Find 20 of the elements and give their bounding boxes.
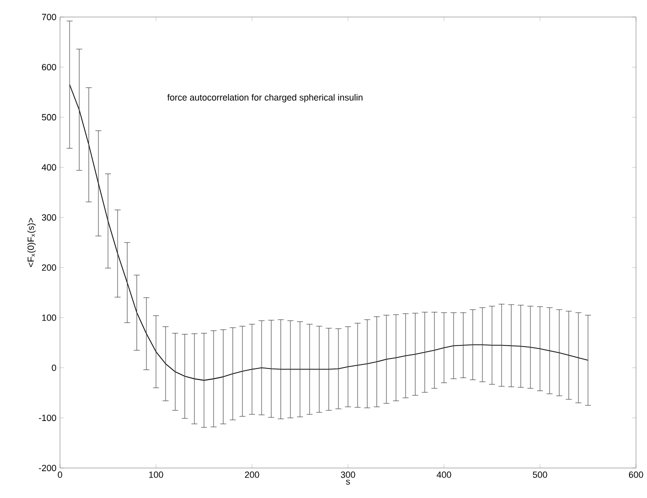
- x-axis-title: s: [346, 480, 350, 485]
- y-tick-label: 100: [42, 314, 56, 321]
- x-tick-label: 0: [58, 472, 62, 478]
- y-tick-label: -200: [38, 464, 56, 472]
- y-tick-label: 500: [42, 114, 56, 120]
- y-tick-label: 700: [42, 14, 56, 20]
- y-tick-label: 400: [42, 164, 56, 171]
- y-tick-label: 0: [52, 364, 56, 371]
- x-tick-label: 300: [340, 472, 356, 478]
- x-tick-label: 100: [149, 472, 164, 478]
- y-tick-label: 200: [42, 264, 56, 271]
- x-tick-label: 500: [532, 472, 548, 478]
- x-tick-label: 200: [244, 472, 260, 478]
- x-tick-label: 600: [628, 472, 644, 478]
- y-axis-title: <F$_{x}$(0)F$_{x}$(s)>: [27, 218, 36, 267]
- x-tick-label: 400: [436, 472, 452, 478]
- y-tick-label: -100: [38, 414, 56, 422]
- y-tick-label: 300: [42, 214, 56, 221]
- y-tick-label: 600: [42, 64, 56, 70]
- annotation: force autocorrelation for charged spherical insulin: [167, 94, 362, 102]
